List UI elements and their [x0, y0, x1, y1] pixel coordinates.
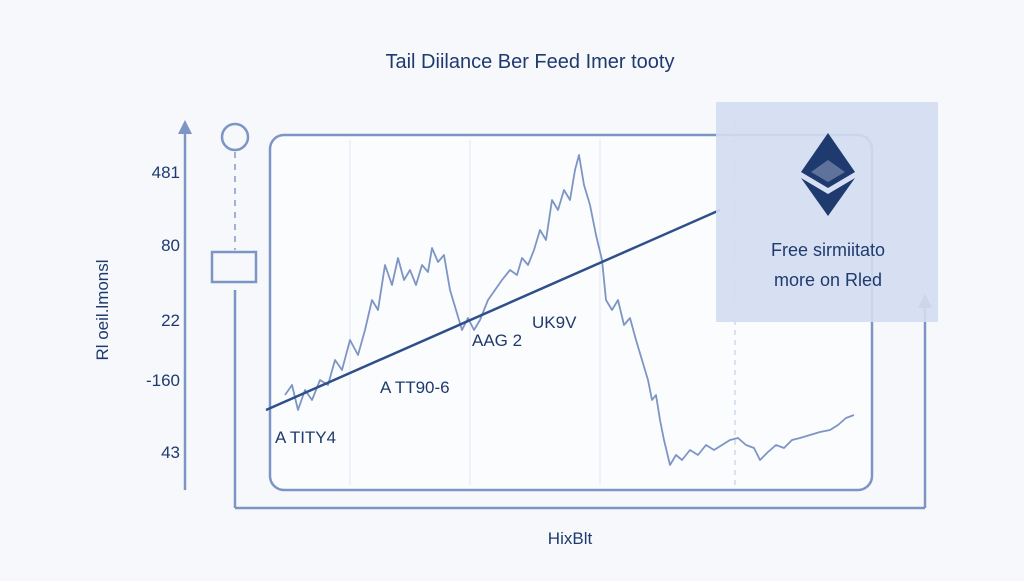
panel-text: more on Rled [774, 270, 882, 290]
trend-line [284, 154, 855, 466]
title: Tail Diilance Ber Feed Imer tooty [385, 51, 674, 73]
y-label: -160 [146, 371, 180, 390]
annotation: UK9V [532, 313, 577, 332]
diamond-facet [811, 160, 845, 182]
y-label: 22 [161, 311, 180, 330]
panel-text: Free sirmiitato [771, 240, 885, 260]
annotation: A TITY4 [275, 428, 336, 447]
y-label: 80 [161, 236, 180, 255]
y-label: 481 [152, 163, 180, 182]
x-axis-label: HixBlt [548, 529, 593, 548]
y-axis-arrow [178, 120, 192, 134]
regression-line [265, 208, 721, 412]
connector-box [210, 250, 258, 284]
diamond-bottom [801, 178, 855, 216]
connector-circle [220, 122, 250, 152]
diamond-top [801, 133, 855, 188]
annotation: A TT90-6 [380, 378, 450, 397]
y-axis-label: Rl oeil.lmonsl [93, 259, 112, 360]
y-label: 43 [161, 443, 180, 462]
annotation: AAG 2 [472, 331, 522, 350]
